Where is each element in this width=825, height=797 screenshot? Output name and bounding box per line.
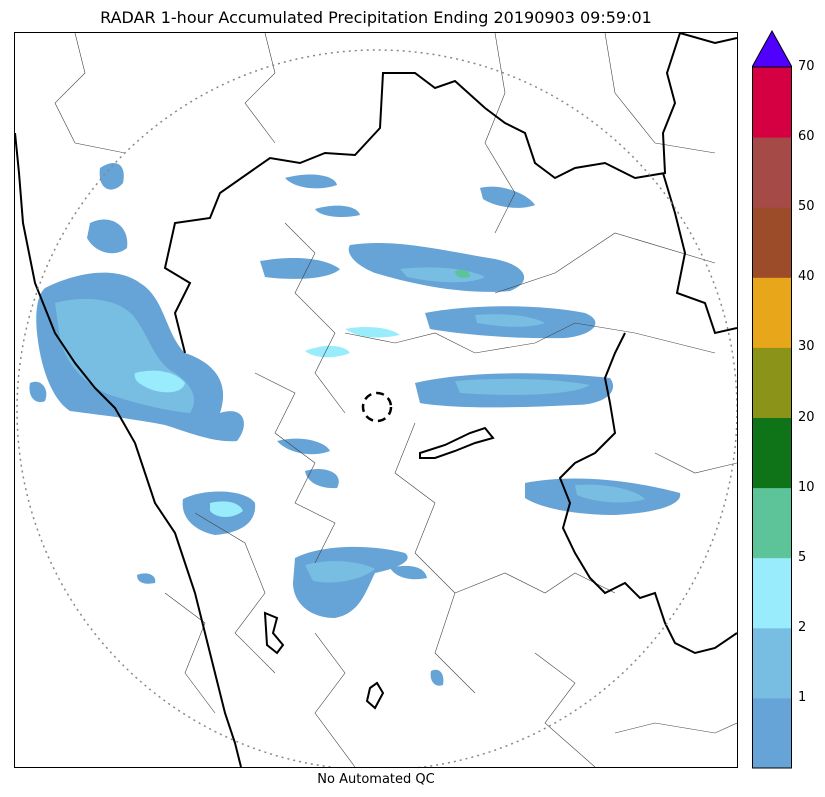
colorbar-tick-label: 10 bbox=[798, 479, 815, 495]
precip-area bbox=[455, 269, 471, 278]
precip-area bbox=[293, 546, 408, 618]
colorbar-outline bbox=[752, 66, 792, 769]
precip-area bbox=[260, 257, 340, 279]
colorbar-bins bbox=[752, 67, 792, 769]
precip-area bbox=[315, 205, 360, 217]
colorbar-bin bbox=[752, 417, 792, 489]
colorbar-tick-label: 5 bbox=[798, 549, 807, 565]
precip-area bbox=[277, 438, 330, 455]
colorbar-bin bbox=[752, 67, 792, 138]
precip-area bbox=[285, 174, 337, 189]
qc-note: No Automated QC bbox=[317, 772, 435, 787]
precip-area bbox=[29, 381, 47, 403]
colorbar-tick-label: 2 bbox=[798, 619, 807, 635]
colorbar-extend-arrow bbox=[752, 30, 792, 68]
precip-area bbox=[305, 345, 350, 358]
precip-area bbox=[480, 186, 535, 208]
colorbar-tick-label: 50 bbox=[798, 199, 815, 215]
precip-area bbox=[475, 314, 545, 327]
precip-area bbox=[348, 243, 525, 292]
colorbar-bin bbox=[752, 277, 792, 348]
coastline bbox=[15, 132, 242, 767]
precip-area bbox=[134, 370, 185, 393]
precipitation-layer bbox=[29, 163, 681, 686]
precip-area bbox=[575, 484, 645, 503]
colorbar-bin bbox=[752, 207, 792, 278]
chart-title: RADAR 1-hour Accumulated Precipitation E… bbox=[100, 8, 652, 27]
colorbar-tick-label: 60 bbox=[798, 129, 815, 145]
precip-area bbox=[137, 573, 156, 584]
colorbar-bin bbox=[752, 347, 792, 418]
colorbar bbox=[752, 30, 792, 769]
precip-area bbox=[430, 669, 444, 686]
radar-map[interactable] bbox=[14, 32, 738, 768]
colorbar-tick-label: 40 bbox=[798, 269, 815, 285]
radar-map-svg bbox=[15, 33, 737, 767]
colorbar-tick-label: 70 bbox=[798, 59, 815, 74]
precip-area bbox=[390, 565, 427, 580]
radar-marker bbox=[361, 391, 393, 423]
precip-area bbox=[87, 219, 128, 254]
colorbar-bin bbox=[752, 627, 792, 699]
state-borders bbox=[163, 33, 737, 710]
precip-area bbox=[99, 163, 124, 190]
precip-area bbox=[455, 378, 590, 395]
precip-area bbox=[305, 468, 339, 489]
colorbar-bin bbox=[752, 557, 792, 629]
colorbar-tick-label: 1 bbox=[798, 689, 807, 705]
precip-area bbox=[305, 561, 375, 583]
colorbar-tick-label: 30 bbox=[798, 339, 815, 355]
colorbar-bin bbox=[752, 487, 792, 559]
precip-area bbox=[210, 501, 243, 517]
colorbar-bin bbox=[752, 137, 792, 208]
precip-area bbox=[345, 327, 400, 338]
district-borders bbox=[54, 33, 737, 767]
colorbar-tick-label: 20 bbox=[798, 409, 815, 425]
colorbar-bin bbox=[752, 697, 792, 769]
